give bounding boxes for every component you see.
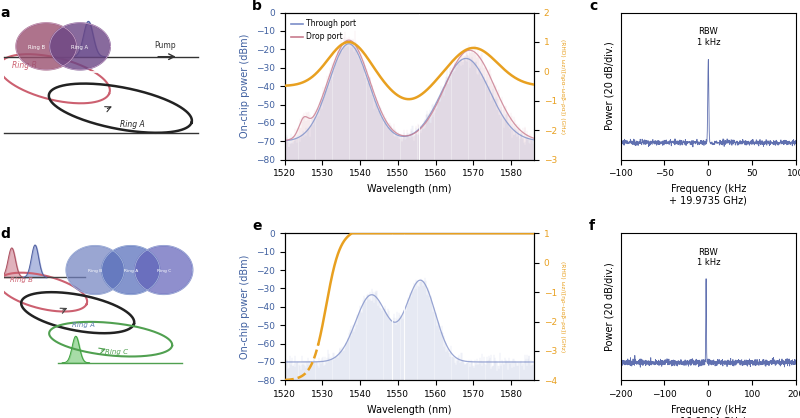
Y-axis label: (RHD) ωz/([ηρ–ωαβ–ρα]) (GHz): (RHD) ωz/([ηρ–ωαβ–ρα]) (GHz) [560,261,566,352]
Legend: Through port, Drop port: Through port, Drop port [288,16,359,44]
Text: f: f [589,219,595,233]
Y-axis label: On-chip power (dBm): On-chip power (dBm) [240,255,250,359]
Y-axis label: (RHD) ωz/([ηρα–ωαβ–ρα]) (GHz): (RHD) ωz/([ηρα–ωαβ–ρα]) (GHz) [560,38,566,134]
Text: Pump: Pump [154,41,176,50]
X-axis label: Wavelength (nm): Wavelength (nm) [367,405,451,415]
Text: Ring A: Ring A [72,322,94,329]
Y-axis label: Power (20 dB/div.): Power (20 dB/div.) [605,263,615,351]
Y-axis label: On-chip power (dBm): On-chip power (dBm) [240,34,250,138]
Y-axis label: Power (20 dB/div.): Power (20 dB/div.) [605,42,615,130]
Text: RBW
1 kHz: RBW 1 kHz [697,248,720,268]
X-axis label: Frequency (kHz
+ 19.9735 GHz): Frequency (kHz + 19.9735 GHz) [670,184,747,206]
Text: Ring A: Ring A [120,120,145,129]
Text: e: e [252,219,262,233]
Text: a: a [0,6,10,20]
X-axis label: Frequency (kHz
+ 19.9744 GHz): Frequency (kHz + 19.9744 GHz) [670,405,747,418]
Text: c: c [589,0,597,13]
Text: b: b [252,0,262,13]
Text: RBW
1 kHz: RBW 1 kHz [697,27,720,47]
Text: Ring C: Ring C [105,349,128,355]
Text: Ring B: Ring B [12,61,37,71]
X-axis label: Wavelength (nm): Wavelength (nm) [367,184,451,194]
Text: Ring B: Ring B [10,277,33,283]
Text: d: d [0,227,10,241]
